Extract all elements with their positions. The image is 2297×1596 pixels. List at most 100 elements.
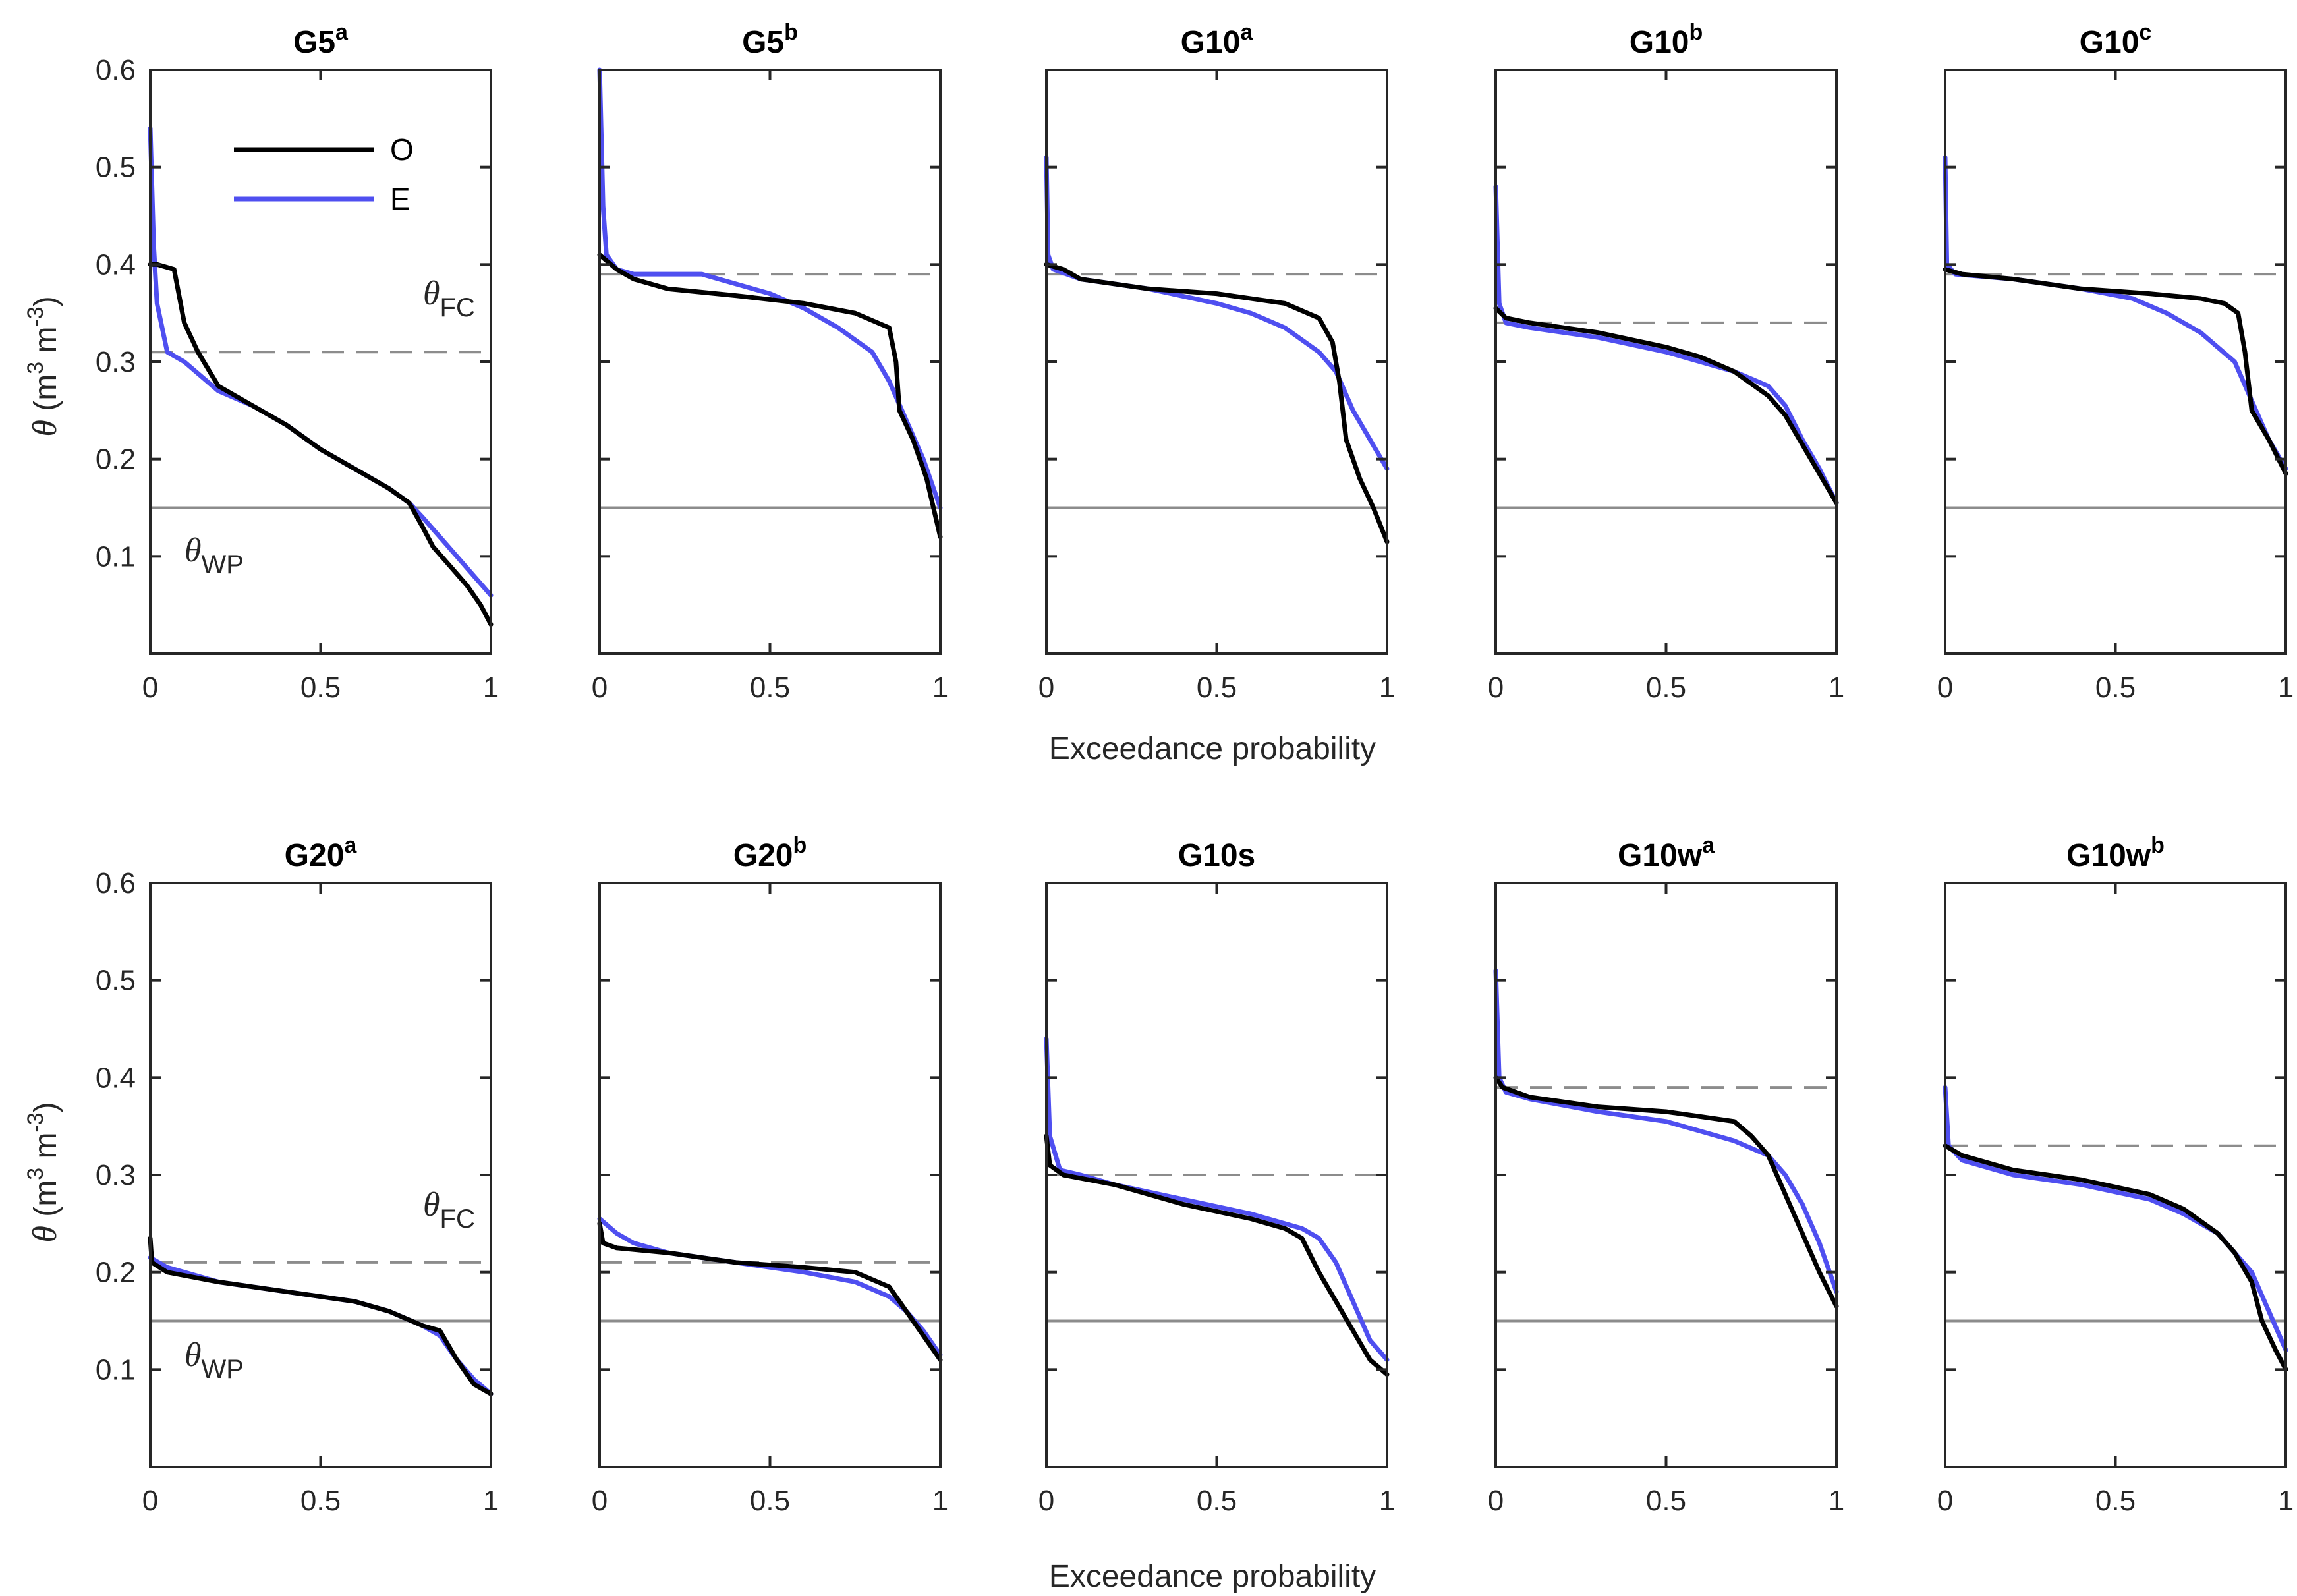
panel-title-text: G5 — [742, 25, 784, 60]
legend: O E — [234, 132, 414, 216]
x-axis-label-bottom: Exceedance probability — [1049, 1559, 1376, 1594]
x-tick-label: 0 — [142, 1485, 158, 1517]
x-tick-label: 0.5 — [1197, 671, 1237, 704]
panel-5: 0 0.5 1 G10c — [1937, 20, 2294, 704]
panel-title: G20a — [285, 833, 358, 873]
panel-title-superscript: b — [784, 20, 798, 45]
x-tick-label: 1 — [932, 1485, 948, 1517]
legend-label-estimated: E — [390, 182, 411, 216]
x-tick-label: 0 — [1488, 1485, 1504, 1517]
x-tick-label: 0 — [1488, 671, 1504, 704]
x-tick-label: 0.5 — [1646, 1485, 1686, 1517]
panel-title: G10wa — [1618, 833, 1715, 873]
y-axis-unit-close: ) — [28, 1102, 63, 1112]
panel-title-superscript: a — [335, 20, 349, 45]
series-line-o — [1044, 262, 1390, 544]
series-line-o — [148, 1236, 494, 1396]
panel-title-superscript: c — [2139, 20, 2151, 45]
x-tick-label: 0.5 — [1646, 671, 1686, 704]
y-tick-label: 0.5 — [96, 965, 136, 997]
theta-fc-symbol: θ — [423, 275, 440, 312]
panel-4: 0 0.5 1 G10b — [1488, 20, 1844, 704]
y-axis-unit-close: ) — [28, 296, 63, 306]
y-axis-theta: θ — [26, 1226, 64, 1243]
y-axis-unit-sup1: 3 — [23, 362, 48, 374]
panel-title: G20b — [733, 833, 807, 873]
x-tick-label: 0.5 — [2095, 671, 2136, 704]
panel-title: G5b — [742, 20, 798, 60]
panel-title-superscript: a — [1240, 20, 1253, 45]
y-tick-label: 0.3 — [96, 346, 136, 378]
x-tick-label: 1 — [1379, 1485, 1395, 1517]
y-tick-label: 0.4 — [96, 248, 136, 281]
panel-title-superscript: b — [1689, 20, 1703, 45]
axes-box — [598, 69, 942, 655]
series-line-o — [1943, 1143, 2288, 1372]
panel-title-text: G10 — [2080, 25, 2140, 60]
y-axis-unit-mid: m — [28, 327, 63, 362]
theta-wp-subscript: WP — [202, 550, 244, 579]
x-tick-label: 0.5 — [750, 671, 790, 704]
theta-fc-subscript: FC — [440, 1205, 475, 1234]
panel-title-text: G10w — [2066, 838, 2151, 873]
panel-6: 0 0.5 1 0.1 0.2 0.3 0.4 0.5 0.6 G20a — [96, 833, 499, 1517]
x-tick-label: 0 — [592, 1485, 608, 1517]
panel-title-text: G10 — [1181, 25, 1241, 60]
axes-box — [598, 882, 942, 1468]
panel-title-superscript: b — [793, 833, 807, 858]
x-tick-label: 0 — [1038, 1485, 1054, 1517]
y-tick-label: 0.5 — [96, 152, 136, 184]
y-axis-unit-open: (m — [28, 374, 63, 420]
series-line-e — [1044, 155, 1390, 471]
y-axis-label-bottom: θ (m3 m-3) — [23, 1102, 64, 1242]
x-tick-label: 1 — [1379, 671, 1395, 704]
panel-title-text: G10s — [1178, 838, 1255, 873]
x-tick-label: 0.5 — [750, 1485, 790, 1517]
panel-title: G10a — [1181, 20, 1254, 60]
y-tick-label: 0.1 — [96, 1354, 136, 1386]
panel-title: G10b — [1630, 20, 1703, 60]
x-tick-label: 1 — [932, 671, 948, 704]
y-tick-label: 0.6 — [96, 867, 136, 899]
series-line-o — [1943, 267, 2288, 476]
y-axis-unit-sup1: 3 — [23, 1168, 48, 1180]
x-tick-label: 0 — [1937, 1485, 1953, 1517]
theta-fc-subscript: FC — [440, 293, 475, 322]
x-tick-label: 1 — [483, 1485, 499, 1517]
series-line-o — [597, 1221, 943, 1363]
y-tick-label: 0.2 — [96, 1257, 136, 1289]
x-axis-label-top: Exceedance probability — [1049, 731, 1376, 766]
y-axis-theta: θ — [26, 420, 64, 437]
panel-3: 0 0.5 1 G10a — [1038, 20, 1395, 704]
theta-wp-annotation-top: θWP — [184, 532, 244, 579]
theta-fc-annotation-bottom: θFC — [423, 1186, 475, 1234]
series-line-e — [1044, 1036, 1390, 1363]
panel-title-text: G20 — [733, 838, 793, 873]
panel-title-text: G10 — [1630, 25, 1689, 60]
y-tick-label: 0.1 — [96, 540, 136, 573]
y-axis-unit-open: (m — [28, 1180, 63, 1226]
series-line-e — [1493, 184, 1839, 505]
theta-wp-subscript: WP — [202, 1355, 244, 1384]
y-axis-label-top: θ (m3 m-3) — [23, 296, 64, 436]
panel-title-text: G10w — [1618, 838, 1703, 873]
theta-fc-symbol: θ — [423, 1186, 440, 1224]
theta-fc-annotation-top: θFC — [423, 275, 475, 322]
series-line-e — [1943, 1085, 2288, 1353]
theta-wp-annotation-bottom: θWP — [184, 1336, 244, 1384]
legend-label-observed: O — [390, 132, 414, 167]
y-tick-label: 0.3 — [96, 1159, 136, 1191]
axes-box — [1494, 69, 1838, 655]
x-tick-label: 0.5 — [300, 1485, 341, 1517]
panel-title: G5a — [293, 20, 349, 60]
x-tick-label: 0 — [142, 671, 158, 704]
series-line-o — [597, 252, 943, 540]
theta-wp-symbol: θ — [184, 532, 202, 569]
series-line-e — [1493, 968, 1839, 1294]
y-tick-label: 0.2 — [96, 443, 136, 476]
svg-text:θ (m3 m-3): θ (m3 m-3) — [23, 1102, 64, 1242]
y-axis-unit-sup2: -3 — [23, 1112, 48, 1132]
panel-8: 0 0.5 1 G10s — [1038, 838, 1395, 1517]
x-tick-label: 1 — [2278, 1485, 2294, 1517]
x-tick-label: 0.5 — [1197, 1485, 1237, 1517]
